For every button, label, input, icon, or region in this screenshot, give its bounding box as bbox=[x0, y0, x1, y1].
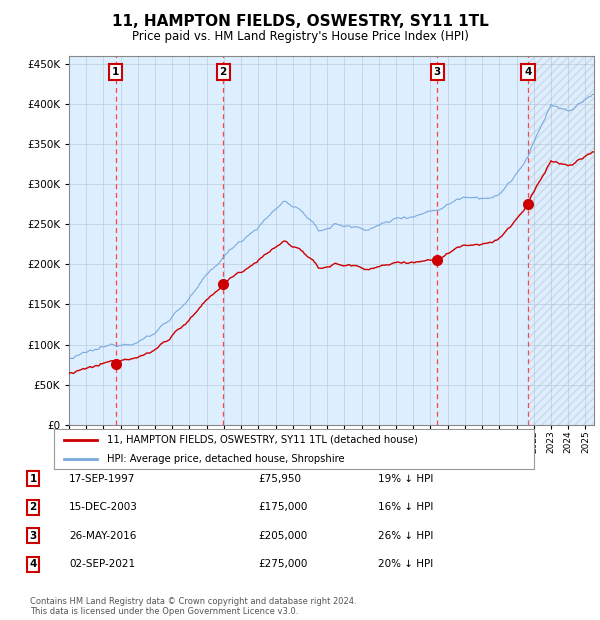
Text: 16% ↓ HPI: 16% ↓ HPI bbox=[378, 502, 433, 512]
Text: 17-SEP-1997: 17-SEP-1997 bbox=[69, 474, 136, 484]
Text: 3: 3 bbox=[29, 531, 37, 541]
Text: 19% ↓ HPI: 19% ↓ HPI bbox=[378, 474, 433, 484]
Text: This data is licensed under the Open Government Licence v3.0.: This data is licensed under the Open Gov… bbox=[30, 607, 298, 616]
Text: 11, HAMPTON FIELDS, OSWESTRY, SY11 1TL: 11, HAMPTON FIELDS, OSWESTRY, SY11 1TL bbox=[112, 14, 488, 29]
Text: £275,000: £275,000 bbox=[258, 559, 307, 569]
Text: £75,950: £75,950 bbox=[258, 474, 301, 484]
Text: Contains HM Land Registry data © Crown copyright and database right 2024.: Contains HM Land Registry data © Crown c… bbox=[30, 597, 356, 606]
Text: Price paid vs. HM Land Registry's House Price Index (HPI): Price paid vs. HM Land Registry's House … bbox=[131, 30, 469, 43]
Text: 4: 4 bbox=[29, 559, 37, 569]
Text: 1: 1 bbox=[29, 474, 37, 484]
Text: HPI: Average price, detached house, Shropshire: HPI: Average price, detached house, Shro… bbox=[107, 454, 344, 464]
Text: 2: 2 bbox=[220, 68, 227, 78]
Text: 4: 4 bbox=[524, 68, 532, 78]
Bar bbox=[528, 56, 594, 425]
Text: £205,000: £205,000 bbox=[258, 531, 307, 541]
Text: 20% ↓ HPI: 20% ↓ HPI bbox=[378, 559, 433, 569]
Text: 1: 1 bbox=[112, 68, 119, 78]
Text: 26% ↓ HPI: 26% ↓ HPI bbox=[378, 531, 433, 541]
Text: £175,000: £175,000 bbox=[258, 502, 307, 512]
Text: 02-SEP-2021: 02-SEP-2021 bbox=[69, 559, 135, 569]
Text: 26-MAY-2016: 26-MAY-2016 bbox=[69, 531, 136, 541]
Text: 15-DEC-2003: 15-DEC-2003 bbox=[69, 502, 138, 512]
Text: 11, HAMPTON FIELDS, OSWESTRY, SY11 1TL (detached house): 11, HAMPTON FIELDS, OSWESTRY, SY11 1TL (… bbox=[107, 435, 418, 445]
Text: 3: 3 bbox=[434, 68, 441, 78]
Text: 2: 2 bbox=[29, 502, 37, 512]
